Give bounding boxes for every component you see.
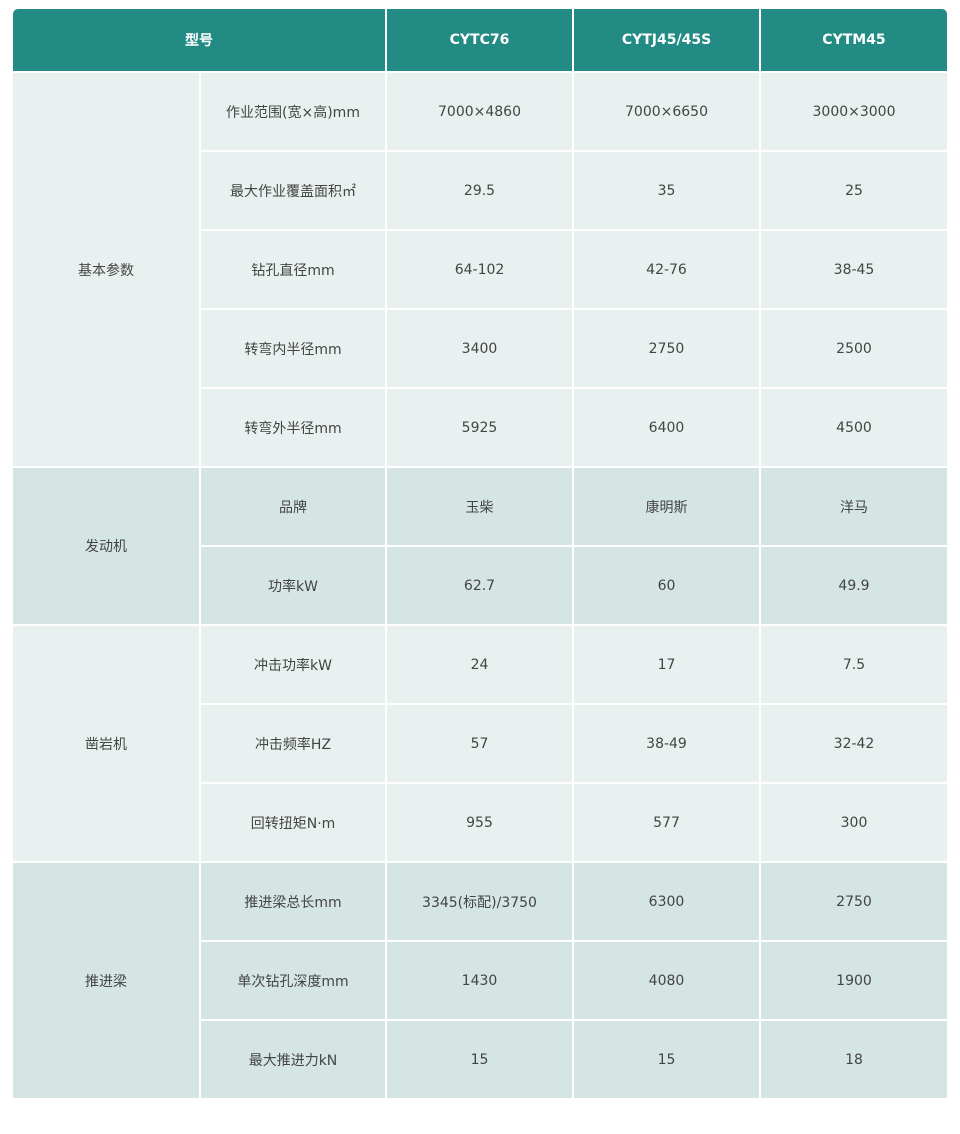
value-cell: 6300 bbox=[572, 861, 761, 942]
table-row: 发动机 品牌 玉柴 康明斯 洋马 bbox=[13, 466, 947, 626]
value-cell: 洋马 bbox=[759, 466, 947, 547]
value-cell: 7000×6650 bbox=[572, 71, 761, 152]
value-cell: 60 bbox=[572, 545, 761, 626]
value-cell: 4500 bbox=[759, 387, 947, 468]
value-cell: 6400 bbox=[572, 387, 761, 468]
model-column-header: CYTJ45/45S bbox=[572, 9, 761, 73]
value-cell: 38-45 bbox=[759, 229, 947, 310]
group-label: 发动机 bbox=[13, 466, 201, 626]
value-cell: 18 bbox=[759, 1019, 947, 1100]
value-cell: 64-102 bbox=[385, 229, 574, 310]
value-cell: 17 bbox=[572, 624, 761, 705]
table-row: 冲击频率HZ 57 38-49 32-42 bbox=[13, 703, 947, 784]
value-cell: 2500 bbox=[759, 308, 947, 389]
param-label: 作业范围(宽×高)mm bbox=[199, 71, 387, 152]
table-row: 回转扭矩N·m 955 577 300 bbox=[13, 782, 947, 863]
value-cell: 1900 bbox=[759, 940, 947, 1021]
value-cell: 25 bbox=[759, 150, 947, 231]
param-label: 转弯内半径mm bbox=[199, 308, 387, 389]
spec-table: 型号 CYTC76 CYTJ45/45S CYTM45 基本参数 作业范围(宽×高… bbox=[13, 9, 947, 1100]
param-label: 转弯外半径mm bbox=[199, 387, 387, 468]
value-cell: 29.5 bbox=[385, 150, 574, 231]
table-row: 功率kW 62.7 60 49.9 bbox=[13, 545, 947, 626]
value-cell: 玉柴 bbox=[385, 466, 574, 547]
value-cell: 24 bbox=[385, 624, 574, 705]
value-cell: 62.7 bbox=[385, 545, 574, 626]
model-column-header: CYTM45 bbox=[759, 9, 947, 73]
value-cell: 3000×3000 bbox=[759, 71, 947, 152]
value-cell: 42-76 bbox=[572, 229, 761, 310]
param-label: 功率kW bbox=[199, 545, 387, 626]
value-cell: 35 bbox=[572, 150, 761, 231]
param-label: 冲击频率HZ bbox=[199, 703, 387, 784]
header-row: 型号 CYTC76 CYTJ45/45S CYTM45 bbox=[13, 9, 947, 73]
value-cell: 7.5 bbox=[759, 624, 947, 705]
param-label: 冲击功率kW bbox=[199, 624, 387, 705]
value-cell: 1430 bbox=[385, 940, 574, 1021]
table-row: 推进梁 推进梁总长mm 3345(标配)/3750 6300 2750 bbox=[13, 861, 947, 1100]
value-cell: 3345(标配)/3750 bbox=[385, 861, 574, 942]
value-cell: 2750 bbox=[572, 308, 761, 389]
param-label: 最大推进力kN bbox=[199, 1019, 387, 1100]
table-row: 最大作业覆盖面积㎡ 29.5 35 25 bbox=[13, 150, 947, 231]
table-row: 单次钻孔深度mm 1430 4080 1900 bbox=[13, 940, 947, 1021]
value-cell: 3400 bbox=[385, 308, 574, 389]
param-label: 回转扭矩N·m bbox=[199, 782, 387, 863]
value-cell: 32-42 bbox=[759, 703, 947, 784]
table-row: 最大推进力kN 15 15 18 bbox=[13, 1019, 947, 1100]
value-cell: 577 bbox=[572, 782, 761, 863]
model-header: 型号 bbox=[13, 9, 387, 73]
value-cell: 300 bbox=[759, 782, 947, 863]
value-cell: 2750 bbox=[759, 861, 947, 942]
param-label: 最大作业覆盖面积㎡ bbox=[199, 150, 387, 231]
group-label: 推进梁 bbox=[13, 861, 201, 1100]
value-cell: 955 bbox=[385, 782, 574, 863]
value-cell: 38-49 bbox=[572, 703, 761, 784]
value-cell: 5925 bbox=[385, 387, 574, 468]
value-cell: 49.9 bbox=[759, 545, 947, 626]
group-label: 凿岩机 bbox=[13, 624, 201, 863]
table-row: 凿岩机 冲击功率kW 24 17 7.5 bbox=[13, 624, 947, 863]
value-cell: 57 bbox=[385, 703, 574, 784]
param-label: 推进梁总长mm bbox=[199, 861, 387, 942]
param-label: 钻孔直径mm bbox=[199, 229, 387, 310]
value-cell: 7000×4860 bbox=[385, 71, 574, 152]
value-cell: 4080 bbox=[572, 940, 761, 1021]
table-row: 钻孔直径mm 64-102 42-76 38-45 bbox=[13, 229, 947, 310]
table-row: 基本参数 作业范围(宽×高)mm 7000×4860 7000×6650 3000×30… bbox=[13, 71, 947, 468]
table-row: 转弯内半径mm 3400 2750 2500 bbox=[13, 308, 947, 389]
value-cell: 15 bbox=[385, 1019, 574, 1100]
value-cell: 15 bbox=[572, 1019, 761, 1100]
param-label: 单次钻孔深度mm bbox=[199, 940, 387, 1021]
table-row: 转弯外半径mm 5925 6400 4500 bbox=[13, 387, 947, 468]
param-label: 品牌 bbox=[199, 466, 387, 547]
group-label: 基本参数 bbox=[13, 71, 201, 468]
value-cell: 康明斯 bbox=[572, 466, 761, 547]
model-column-header: CYTC76 bbox=[385, 9, 574, 73]
